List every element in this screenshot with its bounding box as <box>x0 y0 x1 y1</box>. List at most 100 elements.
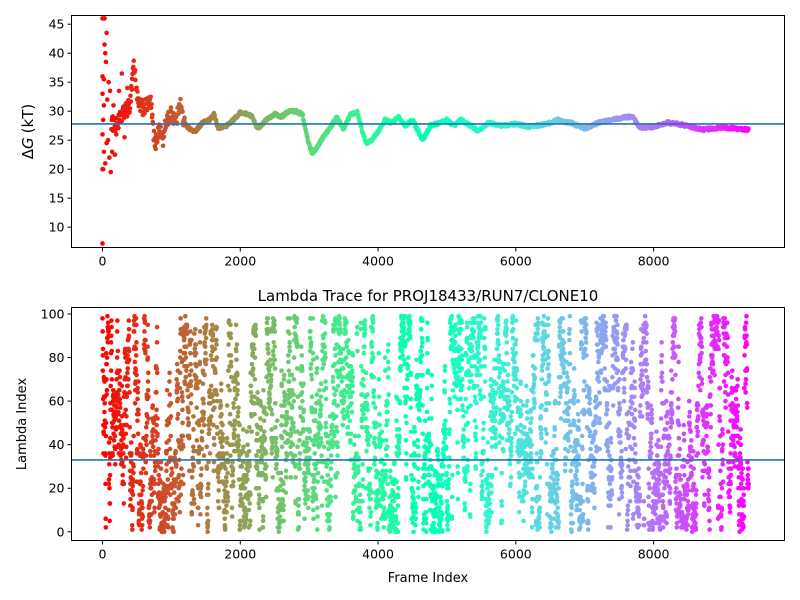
delta-g-y-tick-label: 30 <box>49 104 65 119</box>
lambda-points <box>100 313 751 535</box>
delta-g-point <box>116 125 121 131</box>
lambda-point <box>167 370 172 376</box>
lambda-point <box>125 370 130 376</box>
lambda-point <box>407 320 413 326</box>
lambda-point <box>410 490 416 495</box>
lambda-point <box>141 466 146 471</box>
lambda-point <box>289 387 295 393</box>
lambda-point <box>532 366 538 371</box>
lambda-point <box>145 322 151 328</box>
lambda-point <box>151 418 157 424</box>
lambda-point <box>248 518 253 524</box>
lambda-point <box>386 342 391 347</box>
lambda-point <box>136 411 141 417</box>
lambda-point <box>481 316 487 321</box>
lambda-point <box>226 368 231 373</box>
lambda-point <box>199 438 205 443</box>
delta-g-point <box>158 124 163 129</box>
lambda-point <box>465 464 470 469</box>
lambda-point <box>447 431 452 437</box>
lambda-point <box>201 422 207 428</box>
lambda-point <box>554 494 560 500</box>
lambda-point <box>545 333 550 339</box>
lambda-point <box>125 383 130 389</box>
lambda-point <box>494 381 499 387</box>
lambda-point <box>196 451 202 456</box>
lambda-point <box>198 512 203 517</box>
lambda-point <box>531 405 537 410</box>
lambda-point <box>247 501 253 506</box>
lambda-point <box>172 501 177 506</box>
lambda-point <box>205 505 210 511</box>
lambda-point <box>118 422 124 428</box>
lambda-point <box>177 509 183 515</box>
lambda-point <box>291 424 296 430</box>
lambda-point <box>107 501 113 506</box>
delta-g-point <box>107 88 113 94</box>
lambda-point <box>351 442 357 447</box>
lambda-point <box>443 444 449 450</box>
lambda-point <box>244 429 250 434</box>
lambda-point <box>473 451 479 456</box>
lambda-point <box>323 379 328 384</box>
lambda-point <box>477 372 483 378</box>
lambda-point <box>178 492 184 498</box>
lambda-point <box>439 516 444 522</box>
lambda-point <box>230 483 236 489</box>
lambda-point <box>412 453 417 458</box>
lambda-point <box>370 320 376 326</box>
lambda-point <box>110 424 115 430</box>
lambda-point <box>106 440 112 445</box>
lambda-point <box>270 361 276 367</box>
lambda-point <box>174 377 179 382</box>
lambda-point <box>431 520 437 526</box>
delta-g-x-tick-label: 0 <box>99 254 107 269</box>
lambda-point <box>504 318 509 323</box>
lambda-point <box>152 505 157 511</box>
lambda-point <box>457 331 462 336</box>
lambda-point <box>207 451 213 456</box>
lambda-point <box>105 340 111 345</box>
lambda-point <box>321 335 326 341</box>
lambda-point <box>134 340 139 345</box>
lambda-point <box>385 401 390 406</box>
lambda-point <box>189 368 194 373</box>
lambda-point <box>447 427 452 432</box>
lambda-point <box>445 512 451 517</box>
lambda-point <box>495 313 501 319</box>
lambda-point <box>135 407 141 413</box>
lambda-point <box>117 387 122 393</box>
lambda-point <box>485 485 490 491</box>
lambda-point <box>461 414 466 419</box>
lambda-point <box>173 505 179 511</box>
lambda-point <box>126 326 132 332</box>
lambda-point <box>218 381 224 387</box>
lambda-point <box>367 433 373 439</box>
lambda-point <box>360 499 365 504</box>
lambda-point <box>321 444 327 450</box>
lambda-point <box>379 438 385 443</box>
delta-g-point <box>103 59 109 65</box>
lambda-point <box>366 442 371 447</box>
lambda-point <box>501 448 506 454</box>
lambda-point <box>154 340 160 345</box>
lambda-point <box>401 331 407 336</box>
lambda-point <box>268 372 274 378</box>
lambda-point <box>205 485 211 491</box>
lambda-point <box>270 348 276 354</box>
lambda-point <box>310 350 316 356</box>
lambda-point <box>263 494 269 500</box>
lambda-point <box>521 499 526 504</box>
lambda-point <box>461 440 467 445</box>
lambda-point <box>546 401 552 406</box>
delta-g-point <box>212 112 218 118</box>
lambda-point <box>214 324 219 330</box>
lambda-point <box>425 350 430 356</box>
lambda-point <box>228 359 234 365</box>
lambda-point <box>281 507 286 513</box>
lambda-point <box>329 422 335 428</box>
lambda-point <box>476 350 481 356</box>
lambda-point <box>188 329 193 334</box>
lambda-point <box>279 368 284 373</box>
